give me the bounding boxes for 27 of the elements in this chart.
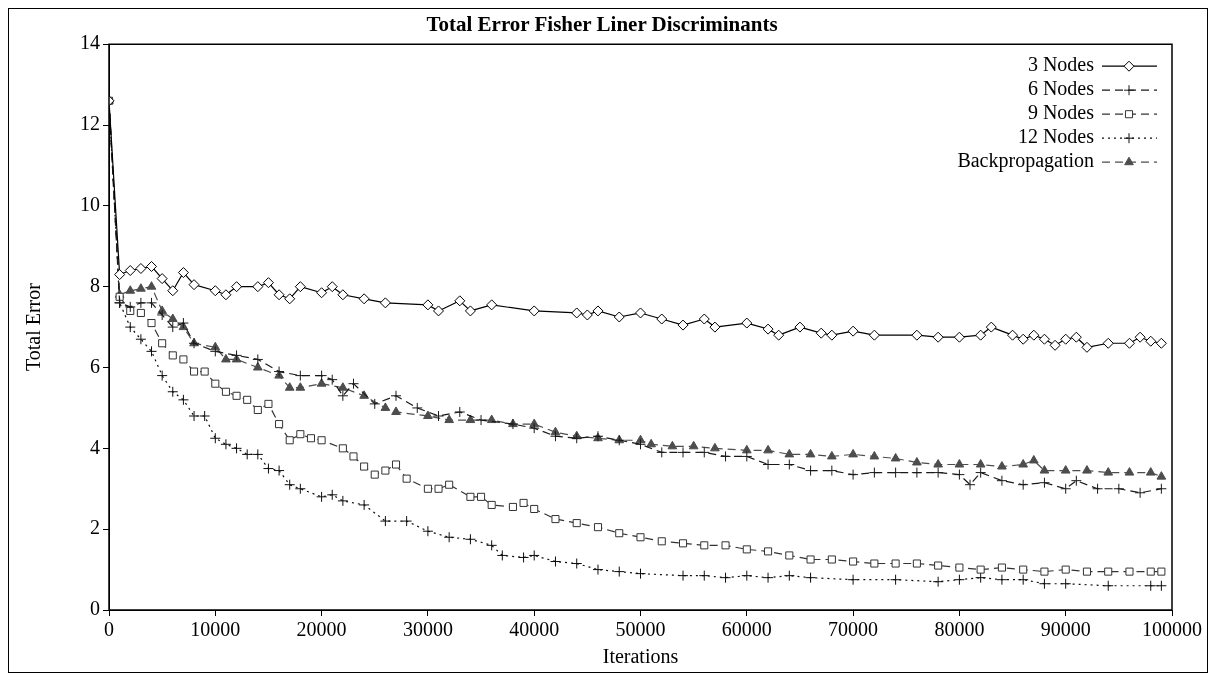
chart-title: Total Error Fisher Liner Discriminants (426, 12, 778, 37)
x-axis-title: Iterations (602, 645, 679, 668)
y-axis-title: Total Error (22, 282, 45, 372)
legend-label: Backpropagation (957, 149, 1094, 173)
y-tick-label: 12 (80, 112, 100, 135)
x-tick-label: 50000 (615, 618, 666, 641)
legend-label: 9 Nodes (1027, 101, 1095, 124)
x-tick-label: 80000 (934, 618, 985, 641)
x-tick-label: 90000 (1040, 618, 1091, 641)
x-tick-label: 60000 (721, 618, 772, 641)
y-tick-label: 14 (80, 31, 100, 54)
x-tick-label: 20000 (296, 618, 347, 641)
x-tick-label: 100000 (1142, 618, 1202, 641)
y-tick-label: 2 (90, 516, 100, 539)
legend-label: 12 Nodes (1017, 125, 1095, 148)
y-tick-label: 0 (90, 597, 100, 620)
y-tick-label: 10 (80, 193, 100, 216)
y-tick-label: 8 (90, 273, 100, 296)
x-tick-label: 40000 (509, 618, 560, 641)
x-tick-label: 0 (104, 618, 114, 641)
x-tick-label: 30000 (402, 618, 453, 641)
y-tick-label: 4 (90, 435, 100, 458)
legend-label: 3 Nodes (1027, 53, 1095, 76)
legend-label: 6 Nodes (1027, 77, 1095, 100)
x-tick-label: 10000 (190, 618, 241, 641)
y-tick-label: 6 (90, 354, 100, 377)
x-tick-label: 70000 (828, 618, 879, 641)
